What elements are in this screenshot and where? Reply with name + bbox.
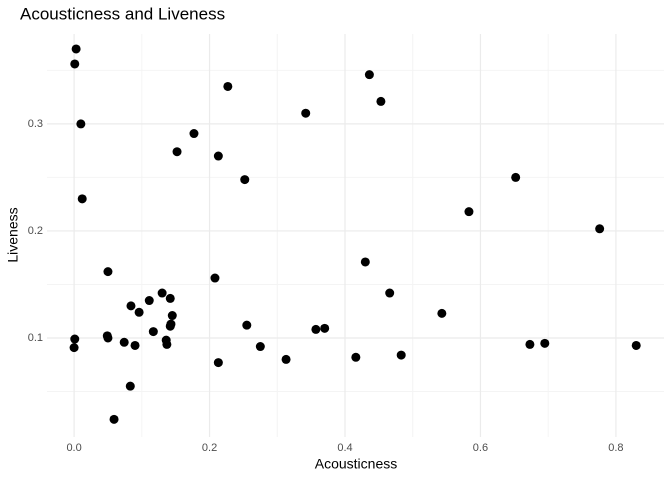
- point: [119, 337, 129, 347]
- point: [130, 340, 140, 350]
- point: [157, 288, 167, 298]
- point: [134, 307, 144, 317]
- point: [631, 340, 641, 350]
- point: [210, 273, 220, 283]
- point: [385, 288, 395, 298]
- point: [360, 257, 370, 267]
- point: [76, 119, 86, 129]
- x-tick-label: 0.6: [473, 442, 488, 454]
- x-tick-label: 0.0: [66, 442, 81, 454]
- grid: [47, 34, 664, 437]
- point: [103, 267, 113, 277]
- point: [70, 334, 80, 344]
- points: [69, 44, 641, 424]
- point: [240, 175, 250, 185]
- chart-title: Acousticness and Liveness: [20, 4, 225, 23]
- point: [242, 320, 252, 330]
- point: [311, 324, 321, 334]
- point: [144, 296, 154, 306]
- point: [189, 129, 199, 139]
- point: [148, 327, 158, 337]
- y-tick-label: 0.2: [28, 225, 43, 237]
- point: [351, 352, 361, 362]
- point: [70, 59, 80, 69]
- point: [396, 350, 406, 360]
- point: [213, 151, 223, 161]
- point: [511, 172, 521, 182]
- point: [540, 338, 550, 348]
- point: [165, 293, 175, 303]
- point: [464, 207, 474, 217]
- point: [103, 333, 113, 343]
- point: [595, 224, 605, 234]
- point: [125, 381, 135, 391]
- point: [71, 44, 81, 54]
- point: [525, 339, 535, 349]
- y-axis-title: Liveness: [5, 207, 21, 262]
- point: [255, 342, 265, 352]
- point: [167, 311, 177, 321]
- point: [166, 319, 176, 329]
- point: [320, 323, 330, 333]
- y-tick-label: 0.1: [28, 332, 43, 344]
- point: [223, 81, 233, 91]
- point: [437, 308, 447, 318]
- point: [364, 70, 374, 80]
- point: [281, 354, 291, 364]
- point: [126, 301, 136, 311]
- x-tick-label: 0.4: [337, 442, 352, 454]
- y-tick-label: 0.3: [28, 118, 43, 130]
- point: [69, 343, 79, 353]
- point: [301, 108, 311, 118]
- point: [172, 147, 182, 157]
- point: [77, 194, 87, 204]
- point: [109, 414, 119, 424]
- x-tick-label: 0.2: [202, 442, 217, 454]
- x-tick-label: 0.8: [608, 442, 623, 454]
- point: [213, 358, 223, 368]
- point: [376, 96, 386, 106]
- x-axis-title: Acousticness: [315, 456, 397, 472]
- point: [162, 339, 172, 349]
